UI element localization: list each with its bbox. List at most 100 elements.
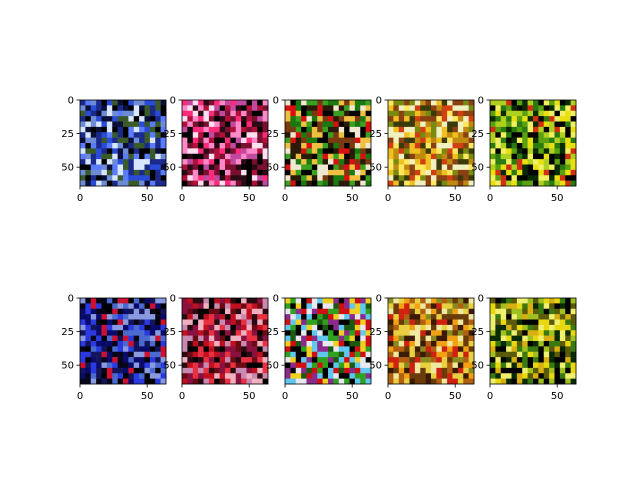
panel-image — [80, 100, 167, 187]
image-pixel — [506, 100, 512, 106]
image-pixel — [398, 308, 405, 315]
image-pixel — [543, 308, 550, 315]
image-pixel — [414, 143, 421, 149]
image-pixel — [192, 324, 199, 331]
image-pixel — [511, 137, 518, 144]
image-pixel — [182, 335, 188, 342]
image-pixel — [436, 143, 443, 149]
image-pixel — [425, 303, 432, 310]
image-pixel — [516, 308, 523, 315]
image-pixel — [388, 335, 394, 342]
image-pixel — [144, 357, 151, 363]
x-tick-label: 0 — [385, 391, 391, 402]
image-pixel — [311, 362, 318, 369]
image-pixel — [123, 116, 129, 122]
image-pixel — [290, 175, 297, 181]
image-pixel — [203, 330, 210, 336]
image-pixel — [214, 319, 220, 326]
image-pixel — [198, 175, 204, 181]
image-pixel — [463, 100, 469, 106]
image-pixel — [516, 324, 523, 331]
image-pixel — [322, 121, 329, 128]
image-pixel — [468, 159, 475, 165]
image-pixel — [101, 143, 108, 149]
image-pixel — [241, 335, 247, 342]
image-pixel — [549, 373, 555, 379]
image-pixel — [344, 341, 350, 347]
image-pixel — [290, 308, 297, 315]
image-pixel — [208, 153, 215, 160]
image-pixel — [349, 175, 356, 181]
image-pixel — [354, 319, 361, 326]
image-pixel — [80, 373, 86, 379]
image-pixel — [123, 319, 129, 326]
image-pixel — [246, 373, 253, 379]
image-pixel — [246, 346, 253, 353]
image-pixel — [441, 175, 448, 181]
y-tick-label: 25 — [369, 129, 382, 140]
image-pixel — [338, 330, 345, 336]
image-pixel — [133, 362, 140, 369]
image-pixel — [344, 148, 350, 155]
x-tick-label: 50 — [141, 391, 154, 402]
image-pixel — [543, 330, 550, 336]
image-pixel — [549, 351, 555, 358]
image-pixel — [123, 341, 129, 347]
image-pixel — [333, 303, 340, 310]
image-pixel — [311, 335, 318, 342]
image-pixel — [241, 319, 247, 326]
image-pixel — [349, 351, 356, 358]
image-pixel — [290, 169, 297, 176]
image-pixel — [441, 351, 448, 358]
image-pixel — [388, 346, 394, 353]
image-pixel — [425, 110, 432, 117]
image-pixel — [365, 351, 372, 358]
image-pixel — [285, 164, 291, 171]
image-pixel — [565, 308, 571, 315]
image-pixel — [306, 357, 313, 363]
image-pixel — [516, 351, 523, 358]
image-pixel — [208, 110, 215, 117]
image-pixel — [144, 110, 151, 117]
image-pixel — [285, 351, 291, 358]
image-pixel — [500, 105, 507, 112]
image-pixel — [117, 303, 124, 310]
image-pixel — [246, 180, 253, 187]
image-pixel — [404, 110, 410, 117]
image-pixel — [311, 116, 318, 122]
image-pixel — [90, 357, 97, 363]
image-pixel — [404, 159, 410, 165]
image-pixel — [506, 110, 512, 117]
image-pixel — [144, 121, 151, 128]
image-pixel — [301, 180, 307, 187]
image-pixel — [311, 324, 318, 331]
image-pixel — [570, 373, 577, 379]
image-pixel — [96, 303, 102, 310]
image-pixel — [554, 175, 561, 181]
image-pixel — [436, 373, 443, 379]
image-pixel — [246, 367, 253, 374]
image-pixel — [208, 164, 215, 171]
image-pixel — [235, 159, 242, 165]
image-pixel — [198, 116, 204, 122]
image-pixel — [139, 308, 145, 315]
image-pixel — [490, 153, 496, 160]
image-pixel — [123, 373, 129, 379]
image-pixel — [527, 298, 534, 304]
image-pixel — [349, 137, 356, 144]
image-pixel — [565, 346, 571, 353]
image-pixel — [192, 303, 199, 310]
image-pixel — [554, 319, 561, 326]
image-pixel — [447, 314, 453, 320]
image-pixel — [360, 373, 366, 379]
image-pixel — [436, 132, 443, 138]
image-pixel — [447, 319, 453, 326]
image-pixel — [155, 373, 161, 379]
image-pixel — [393, 121, 400, 128]
image-pixel — [133, 105, 140, 112]
image-pixel — [311, 351, 318, 358]
image-pixel — [338, 105, 345, 112]
image-pixel — [511, 159, 518, 165]
image-pixel — [527, 169, 534, 176]
